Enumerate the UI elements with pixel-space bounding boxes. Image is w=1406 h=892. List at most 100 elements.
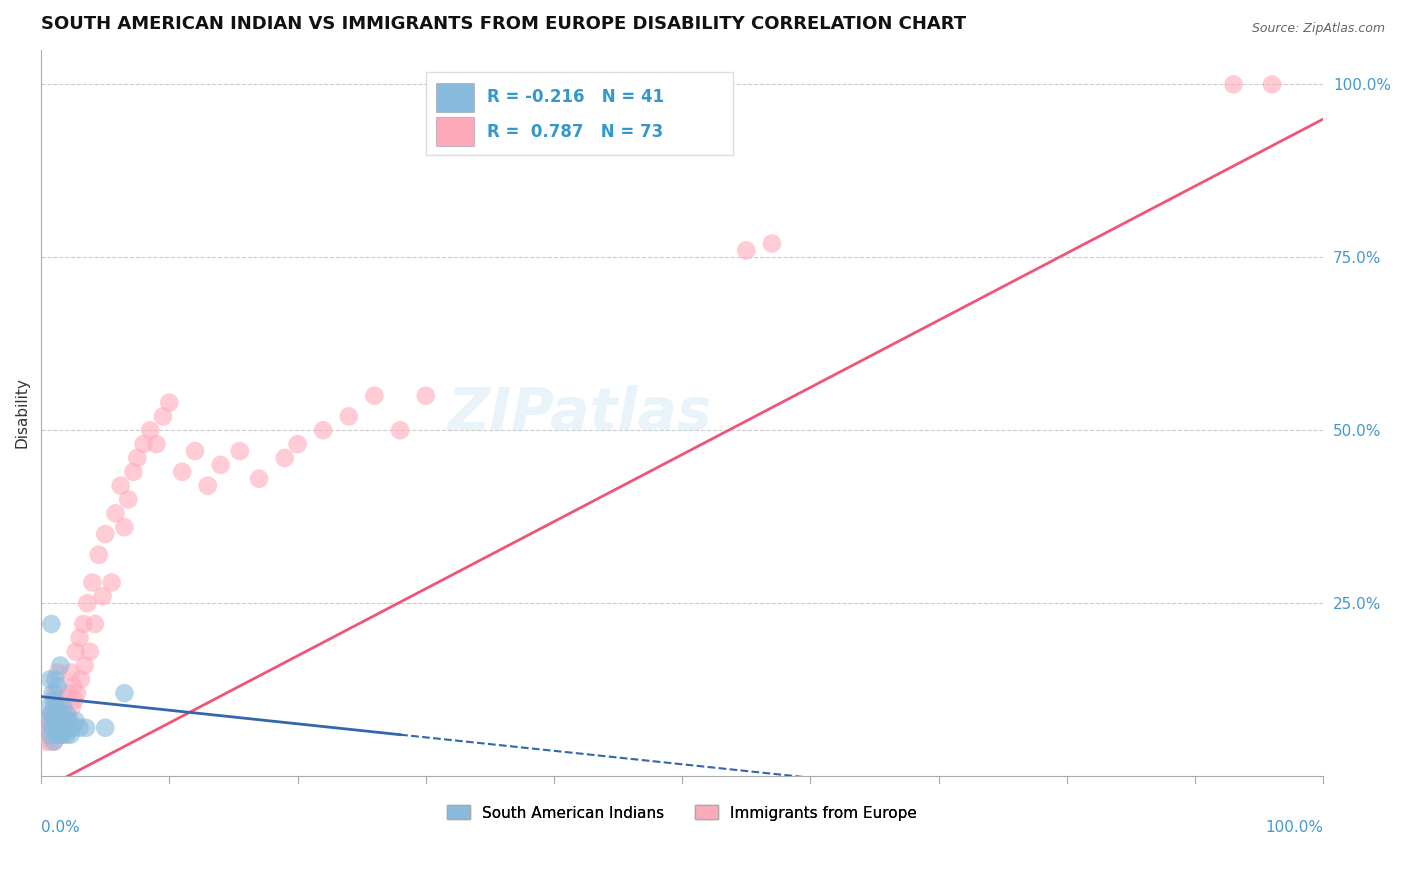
FancyBboxPatch shape bbox=[426, 71, 734, 155]
Point bbox=[100, 575, 122, 590]
Point bbox=[35, 734, 58, 748]
Point bbox=[104, 506, 127, 520]
Point bbox=[49, 693, 72, 707]
Point bbox=[51, 728, 73, 742]
Point bbox=[49, 721, 72, 735]
Point bbox=[735, 244, 758, 258]
Point bbox=[1261, 78, 1284, 92]
FancyBboxPatch shape bbox=[436, 118, 474, 146]
Point bbox=[65, 645, 87, 659]
Text: R =  0.787   N = 73: R = 0.787 N = 73 bbox=[488, 123, 664, 141]
Point bbox=[44, 673, 66, 687]
Point bbox=[45, 700, 67, 714]
Point bbox=[72, 617, 94, 632]
Point bbox=[37, 714, 59, 728]
Point bbox=[247, 472, 270, 486]
Point bbox=[42, 693, 65, 707]
Point bbox=[53, 721, 76, 735]
Point bbox=[44, 706, 66, 721]
Point bbox=[46, 721, 69, 735]
Legend: South American Indians, Immigrants from Europe: South American Indians, Immigrants from … bbox=[441, 799, 924, 827]
Point bbox=[42, 734, 65, 748]
Point bbox=[337, 409, 360, 424]
Point bbox=[39, 673, 62, 687]
Point bbox=[46, 665, 69, 680]
Point bbox=[184, 444, 207, 458]
Point bbox=[48, 714, 70, 728]
Point bbox=[94, 721, 117, 735]
Point bbox=[66, 686, 89, 700]
Point bbox=[114, 520, 136, 534]
Point bbox=[110, 478, 132, 492]
Point bbox=[75, 721, 97, 735]
Point bbox=[41, 617, 63, 632]
FancyBboxPatch shape bbox=[436, 83, 474, 112]
Point bbox=[122, 465, 145, 479]
Point bbox=[42, 714, 65, 728]
Point bbox=[152, 409, 174, 424]
Text: Source: ZipAtlas.com: Source: ZipAtlas.com bbox=[1251, 22, 1385, 36]
Point bbox=[38, 721, 60, 735]
Text: 100.0%: 100.0% bbox=[1265, 820, 1323, 835]
Point bbox=[91, 590, 114, 604]
Point bbox=[60, 700, 83, 714]
Point bbox=[49, 658, 72, 673]
Point bbox=[45, 728, 67, 742]
Point bbox=[157, 395, 180, 409]
Point bbox=[44, 721, 66, 735]
Point bbox=[45, 706, 67, 721]
Point bbox=[58, 714, 80, 728]
Point bbox=[76, 596, 98, 610]
Point bbox=[41, 714, 63, 728]
Point bbox=[34, 728, 56, 742]
Point bbox=[41, 686, 63, 700]
Point bbox=[41, 721, 63, 735]
Point bbox=[94, 527, 117, 541]
Point bbox=[73, 658, 96, 673]
Point bbox=[62, 721, 84, 735]
Point bbox=[58, 714, 80, 728]
Point bbox=[69, 721, 91, 735]
Point bbox=[209, 458, 232, 472]
Point bbox=[172, 465, 194, 479]
Point bbox=[287, 437, 309, 451]
Point bbox=[761, 236, 783, 251]
Point bbox=[53, 700, 76, 714]
Point bbox=[114, 686, 136, 700]
Point bbox=[39, 734, 62, 748]
Point bbox=[82, 575, 104, 590]
Point bbox=[56, 686, 79, 700]
Point bbox=[55, 706, 77, 721]
Point bbox=[65, 714, 87, 728]
Y-axis label: Disability: Disability bbox=[15, 377, 30, 449]
Point bbox=[51, 714, 73, 728]
Point bbox=[229, 444, 252, 458]
Text: 0.0%: 0.0% bbox=[41, 820, 80, 835]
Point bbox=[389, 423, 412, 437]
Point bbox=[132, 437, 155, 451]
Text: SOUTH AMERICAN INDIAN VS IMMIGRANTS FROM EUROPE DISABILITY CORRELATION CHART: SOUTH AMERICAN INDIAN VS IMMIGRANTS FROM… bbox=[41, 15, 966, 33]
Point bbox=[44, 686, 66, 700]
Point bbox=[46, 679, 69, 693]
Text: R = -0.216   N = 41: R = -0.216 N = 41 bbox=[488, 88, 665, 106]
Point bbox=[63, 693, 86, 707]
Point bbox=[79, 645, 101, 659]
Point bbox=[45, 728, 67, 742]
Point bbox=[51, 714, 73, 728]
Point bbox=[117, 492, 139, 507]
Point bbox=[55, 706, 77, 721]
Point bbox=[52, 721, 75, 735]
Point bbox=[197, 478, 219, 492]
Point bbox=[41, 706, 63, 721]
Point bbox=[41, 728, 63, 742]
Point bbox=[42, 734, 65, 748]
Point bbox=[52, 700, 75, 714]
Point bbox=[37, 714, 59, 728]
Point bbox=[49, 706, 72, 721]
Point bbox=[274, 450, 297, 465]
Point bbox=[44, 721, 66, 735]
Text: ZIPatlas: ZIPatlas bbox=[447, 384, 711, 442]
Point bbox=[38, 700, 60, 714]
Point bbox=[59, 665, 82, 680]
Point bbox=[52, 728, 75, 742]
